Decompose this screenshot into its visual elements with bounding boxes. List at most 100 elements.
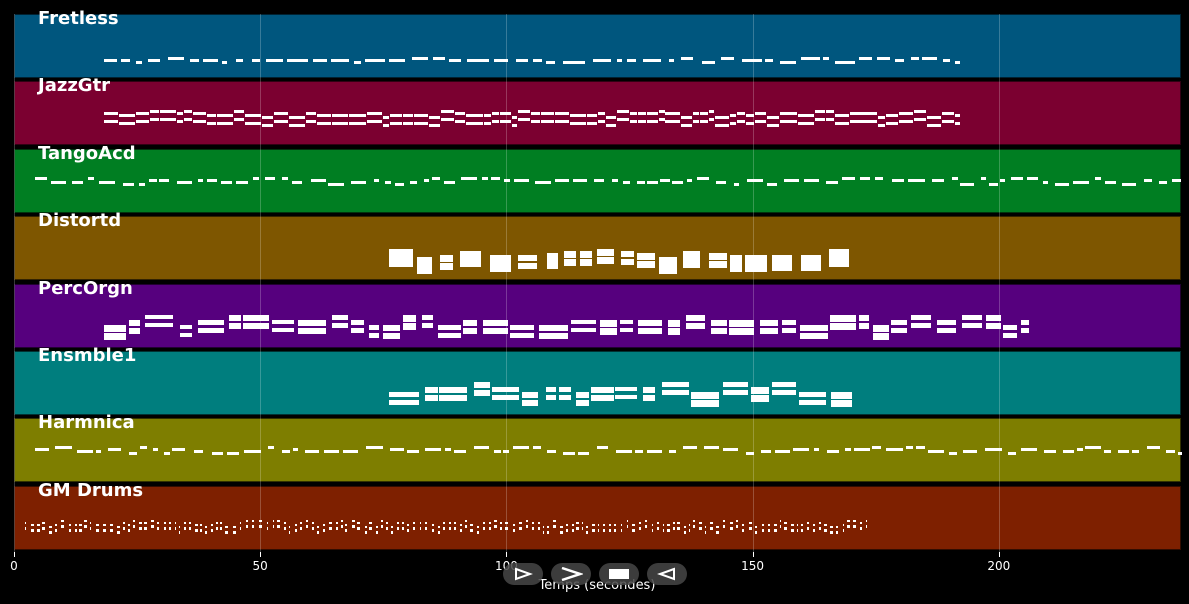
note: [30, 523, 34, 526]
note: [514, 178, 530, 182]
note: [473, 382, 491, 388]
note: [381, 519, 383, 522]
back-button[interactable]: [647, 563, 687, 585]
note: [1158, 180, 1168, 184]
note: [74, 523, 77, 526]
note: [722, 382, 749, 387]
note: [89, 521, 92, 524]
note: [163, 521, 166, 524]
note: [779, 61, 797, 64]
note: [847, 524, 850, 528]
note: [571, 523, 574, 526]
note: [525, 519, 529, 522]
note: [570, 319, 596, 324]
note: [710, 319, 727, 326]
note: [190, 59, 200, 62]
note: [871, 446, 881, 450]
note: [780, 112, 797, 116]
note: [638, 319, 663, 326]
note: [84, 519, 87, 522]
note: [565, 523, 568, 526]
forward-button[interactable]: [551, 563, 591, 585]
note: [306, 120, 317, 124]
note: [492, 387, 520, 392]
note: [413, 122, 429, 126]
note: [693, 120, 700, 124]
note: [437, 525, 440, 528]
note: [558, 387, 572, 392]
play-button[interactable]: [503, 563, 543, 585]
note: [999, 178, 1005, 182]
note: [272, 327, 295, 332]
note: [621, 259, 634, 266]
note: [626, 519, 629, 522]
note: [742, 528, 745, 532]
note: [541, 112, 555, 116]
note: [233, 525, 236, 528]
note: [779, 519, 782, 522]
note: [174, 521, 177, 524]
note: [422, 314, 434, 320]
note: [500, 521, 502, 524]
note: [537, 521, 540, 524]
note: [921, 57, 938, 60]
note: [288, 124, 306, 128]
note: [545, 387, 556, 392]
note: [899, 112, 913, 116]
note: [704, 446, 719, 450]
note: [98, 180, 115, 184]
note: [926, 116, 941, 120]
note: [412, 526, 416, 530]
note: [613, 528, 616, 532]
note: [439, 387, 467, 393]
note: [577, 452, 589, 456]
note: [266, 59, 283, 62]
note: [638, 327, 663, 334]
note: [696, 176, 709, 180]
note: [283, 521, 286, 524]
note: [651, 528, 654, 532]
stop-button[interactable]: [599, 563, 639, 585]
note: [179, 332, 193, 337]
note: [530, 112, 541, 116]
note: [366, 446, 384, 450]
note: [382, 324, 401, 331]
note: [814, 448, 820, 452]
note: [122, 526, 126, 530]
note: [467, 59, 489, 62]
note: [597, 446, 608, 450]
note: [518, 263, 537, 270]
note: [780, 120, 797, 124]
note: [936, 327, 957, 333]
note: [183, 118, 193, 122]
note: [453, 526, 457, 530]
note: [221, 61, 228, 64]
note: [512, 124, 518, 128]
note: [488, 521, 491, 524]
note: [422, 322, 434, 328]
note: [961, 314, 983, 320]
note: [294, 523, 297, 526]
note: [913, 118, 926, 122]
note: [913, 110, 926, 114]
note: [317, 114, 331, 118]
note: [200, 523, 203, 526]
note: [483, 114, 491, 118]
note: [357, 521, 361, 524]
note: [710, 327, 727, 334]
note: [709, 261, 727, 269]
note: [547, 450, 556, 454]
note: [311, 526, 315, 530]
note: [700, 112, 709, 116]
note: [709, 110, 715, 114]
note: [565, 528, 568, 532]
note: [596, 257, 614, 265]
note: [96, 523, 99, 526]
note: [402, 122, 413, 126]
note: [211, 528, 214, 532]
note: [483, 521, 486, 524]
note: [251, 524, 255, 528]
note: [168, 526, 172, 530]
note: [288, 525, 291, 528]
note: [553, 524, 556, 528]
